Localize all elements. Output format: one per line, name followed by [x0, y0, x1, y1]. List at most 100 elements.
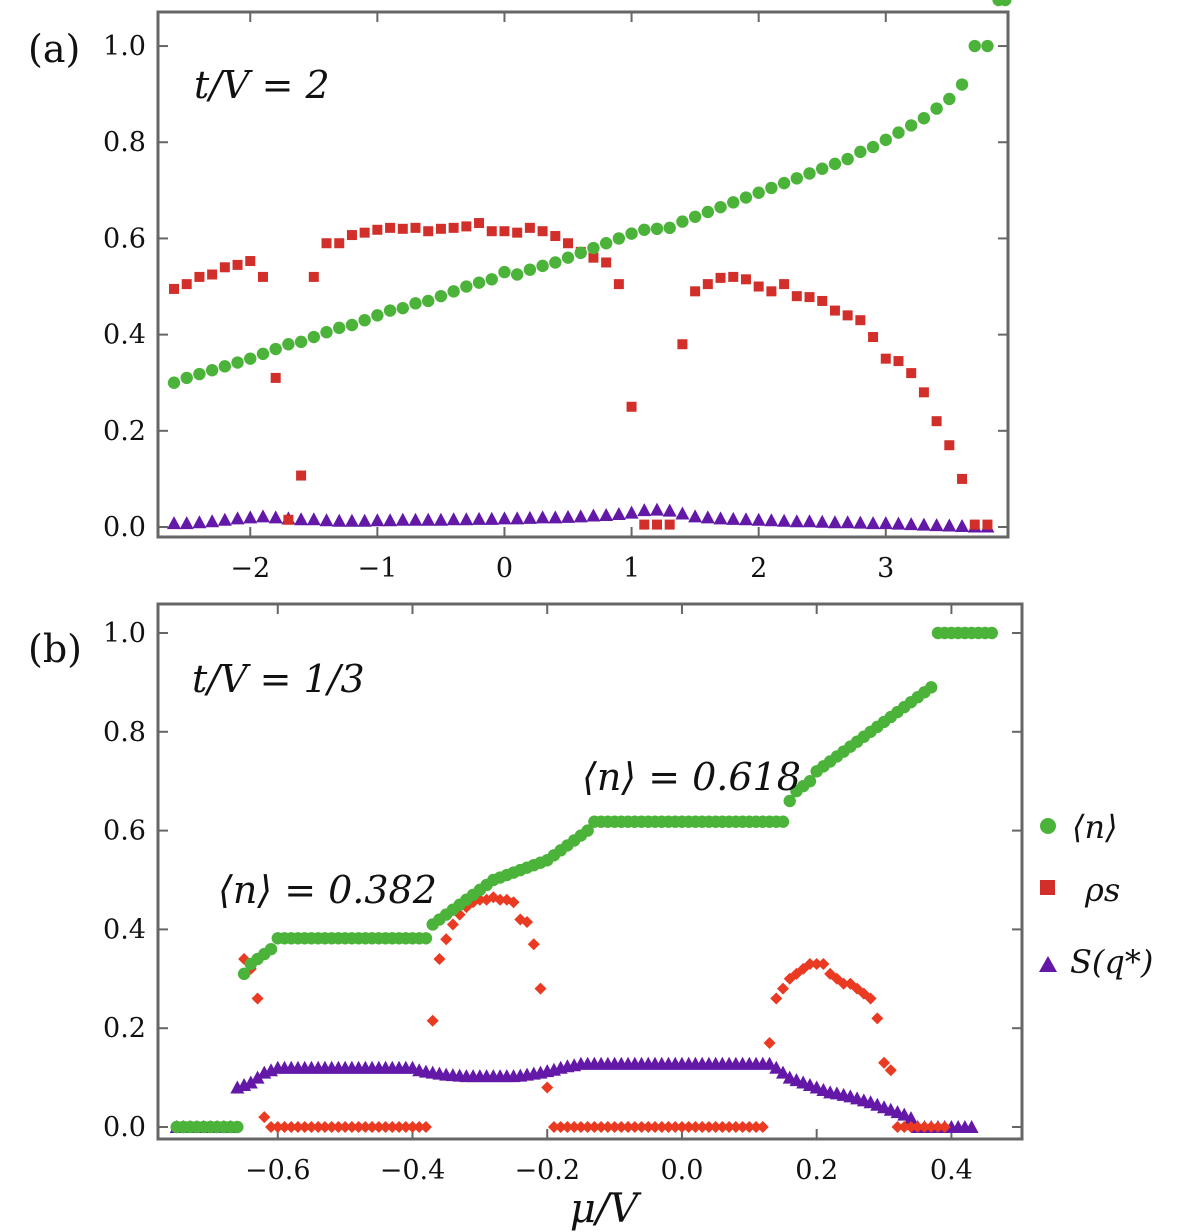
rho-point [291, 1121, 304, 1133]
rho-point [574, 1121, 587, 1133]
rho-point [753, 281, 764, 292]
rho-point [359, 227, 370, 238]
n-point [714, 200, 727, 214]
n-point [625, 227, 638, 240]
rho-point [702, 279, 713, 290]
n-point [783, 794, 796, 808]
n-point [167, 376, 181, 389]
rho-point [626, 401, 637, 412]
x-axis-label: μ/V [570, 1186, 642, 1232]
n-point [968, 39, 981, 53]
S-point [243, 1075, 258, 1089]
rho-point [664, 519, 675, 530]
rho-point [595, 1121, 608, 1133]
S-point [827, 515, 842, 529]
S-point [344, 513, 359, 527]
S-point [586, 508, 601, 522]
n-point [676, 215, 689, 228]
rho-point [763, 1037, 776, 1050]
S-point [255, 509, 270, 523]
rho-point [332, 1121, 345, 1133]
S-point [395, 512, 410, 526]
rho-point [345, 1121, 358, 1133]
rho-point [258, 1111, 271, 1124]
rho-point [446, 918, 459, 931]
n-point [383, 304, 397, 317]
S-point [916, 517, 931, 531]
S-point [964, 1120, 979, 1133]
S-point [700, 510, 715, 524]
legend-n-marker [1040, 818, 1056, 834]
annotation-n-0382: ⟨n⟩ = 0.382 [218, 868, 437, 912]
rho-point [635, 1121, 648, 1133]
rho-point [346, 230, 357, 241]
n-point [523, 263, 537, 276]
rho-point [207, 269, 218, 280]
panel-a-xtick-label: 1 [623, 553, 640, 584]
panel-b-ytick-label: 0.4 [103, 914, 146, 945]
rho-point [944, 440, 955, 451]
S-point [548, 510, 563, 524]
S-point [167, 516, 181, 530]
S-point [192, 515, 207, 529]
rho-point [461, 221, 472, 232]
rho-point [639, 519, 650, 530]
rho-point [270, 372, 281, 383]
S-point [866, 516, 881, 530]
rho-point [702, 1121, 715, 1133]
rho-point [554, 1121, 567, 1133]
n-point [333, 321, 346, 335]
n-point [231, 356, 244, 369]
rho-point [399, 1121, 412, 1133]
n-point [879, 133, 892, 147]
n-point [803, 775, 817, 788]
rho-point [486, 226, 497, 237]
rho-point [750, 1121, 763, 1133]
rho-point [169, 283, 179, 294]
rho-point [321, 238, 332, 249]
panel-b-xtick-label: 0.2 [795, 1155, 838, 1186]
rho-point [911, 1121, 924, 1133]
rho-point [397, 223, 408, 234]
rho-point [756, 1121, 769, 1133]
rho-point [537, 226, 548, 237]
S-point [230, 511, 245, 525]
rho-point [601, 257, 612, 268]
S-point [243, 510, 258, 524]
rho-point [766, 286, 777, 297]
S-point [675, 506, 690, 520]
rho-point [689, 1121, 702, 1133]
rho-point [969, 519, 980, 530]
n-point [828, 157, 842, 171]
S-point [776, 1065, 791, 1079]
n-point [180, 371, 193, 385]
panel-b-xtick-label: 0.0 [660, 1155, 703, 1186]
S-point [472, 511, 487, 525]
n-point [925, 681, 938, 694]
n-point [790, 172, 804, 185]
S-point [599, 507, 614, 521]
rho-point [791, 291, 802, 302]
panel-a-xtick-label: −2 [230, 553, 270, 584]
rho-point [588, 252, 599, 263]
panel-b-frame [156, 602, 1024, 1141]
S-point [535, 510, 550, 524]
n-point [985, 626, 999, 640]
rho-point [339, 1121, 352, 1133]
S-point [853, 515, 868, 529]
rho-point [305, 1121, 318, 1133]
panel-a-xtick-label: 0 [496, 553, 513, 584]
rho-point [366, 1121, 379, 1133]
panel-b-xtick-label: −0.6 [245, 1155, 311, 1186]
rho-point [385, 222, 396, 233]
panel-b-ytick-label: 0.6 [103, 816, 146, 847]
panel-b-xtick-label: −0.4 [380, 1155, 446, 1186]
panel-b-y-tick-labels: 0.0 0.2 0.4 0.6 0.8 1.0 [103, 618, 146, 1143]
rho-point [257, 271, 268, 282]
rho-point [829, 305, 840, 316]
n-point [777, 176, 791, 190]
rho-point [743, 1121, 756, 1133]
n-point [422, 294, 435, 308]
S-point [624, 505, 639, 519]
rho-point [494, 893, 507, 906]
